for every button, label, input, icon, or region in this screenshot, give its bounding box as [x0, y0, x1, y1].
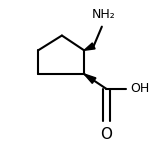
Polygon shape — [84, 74, 96, 83]
Polygon shape — [84, 43, 95, 50]
Text: NH₂: NH₂ — [91, 8, 115, 21]
Text: OH: OH — [130, 82, 149, 95]
Text: O: O — [100, 127, 112, 142]
